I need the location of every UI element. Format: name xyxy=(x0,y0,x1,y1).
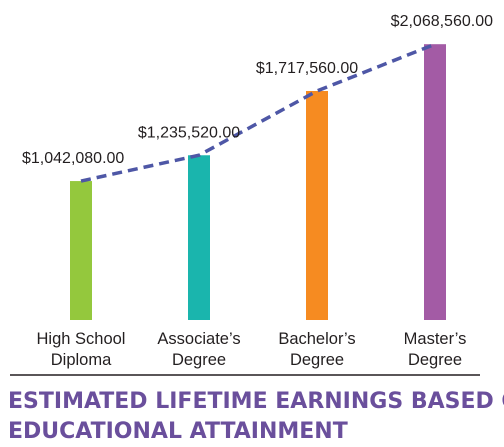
category-label-4-line-2: Degree xyxy=(408,351,462,369)
value-label-4: $2,068,560.00 xyxy=(391,13,493,30)
chart-title-line-1: ESTIMATED LIFETIME EARNINGS BASED ON xyxy=(8,389,504,414)
value-label-1: $1,042,080.00 xyxy=(22,150,124,167)
category-label-4-line-1: Master’s xyxy=(404,330,467,348)
category-labels-layer: High School Diploma Associate’s Degree Bache… xyxy=(37,330,467,369)
category-label-2-line-1: Associate’s xyxy=(157,330,240,348)
bar-3 xyxy=(306,90,328,320)
value-labels-layer: $1,042,080.00 $1,235,520.00 $1,717,560.00 $… xyxy=(22,13,493,167)
chart-title-line-2: EDUCATIONAL ATTAINMENT xyxy=(8,419,348,444)
bars-layer xyxy=(70,44,446,320)
bar-1 xyxy=(70,181,92,320)
value-label-3: $1,717,560.00 xyxy=(256,60,358,77)
category-label-3-line-1: Bachelor’s xyxy=(278,330,355,348)
bar-4 xyxy=(424,44,446,320)
category-label-1-line-2: Diploma xyxy=(51,351,112,369)
bar-2 xyxy=(188,155,210,320)
category-label-1-line-1: High School xyxy=(37,330,126,348)
category-label-3-line-2: Degree xyxy=(290,351,344,369)
value-label-2: $1,235,520.00 xyxy=(138,124,240,141)
category-label-2-line-2: Degree xyxy=(172,351,226,369)
